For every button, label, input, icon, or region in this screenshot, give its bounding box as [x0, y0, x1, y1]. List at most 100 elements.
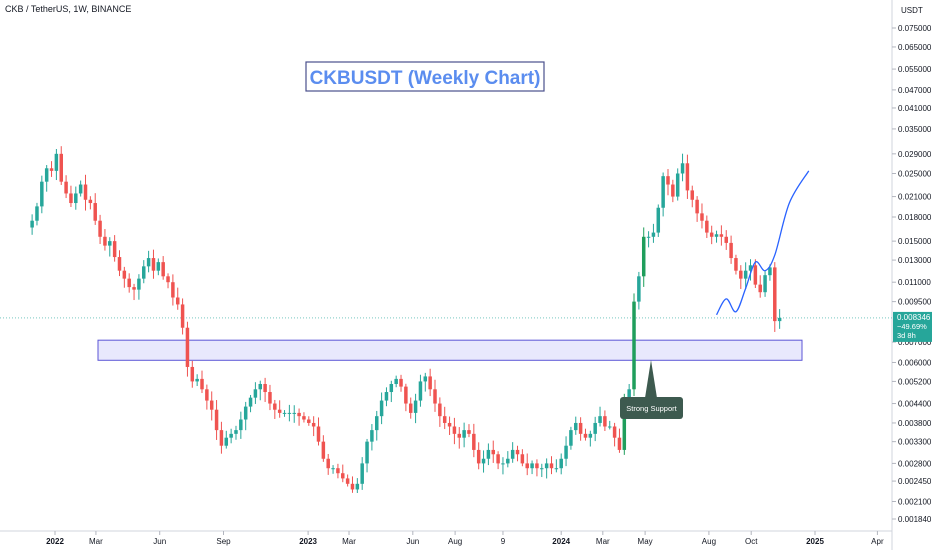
candle	[341, 473, 345, 479]
y-tick-label: 0.025000	[898, 169, 932, 178]
candle	[166, 276, 170, 283]
candle	[578, 422, 583, 434]
candle	[612, 426, 617, 438]
candle	[690, 190, 695, 200]
candle	[763, 275, 767, 293]
candle	[423, 376, 428, 382]
y-tick-label: 0.011000	[898, 278, 931, 287]
x-tick-label: Oct	[745, 537, 758, 546]
candle	[239, 419, 243, 431]
candle	[501, 463, 505, 465]
candle	[457, 433, 462, 438]
x-tick-label: 2023	[299, 537, 317, 546]
candle	[603, 416, 607, 427]
candle	[316, 426, 321, 442]
candle	[122, 270, 127, 279]
candle	[224, 437, 229, 446]
y-tick-label: 0.003800	[898, 419, 932, 428]
candle	[544, 463, 549, 469]
candle	[40, 181, 44, 207]
candle	[438, 403, 442, 417]
y-tick-label: 0.035000	[898, 125, 932, 134]
candle	[321, 441, 326, 459]
candle	[379, 400, 384, 417]
candle	[277, 409, 282, 413]
support-callout-text: Strong Support	[626, 404, 677, 413]
x-tick-label: Aug	[702, 537, 716, 546]
candle	[622, 400, 627, 450]
candle	[190, 366, 195, 382]
candle	[142, 266, 146, 279]
candle	[719, 234, 724, 237]
candle	[481, 458, 486, 464]
candle	[646, 236, 651, 238]
candle	[370, 430, 374, 442]
candle	[248, 397, 253, 407]
y-tick-label: 0.015000	[898, 237, 932, 246]
y-tick-label: 0.002800	[898, 459, 932, 468]
candle	[49, 168, 54, 171]
candle	[88, 199, 93, 204]
candle	[297, 412, 301, 417]
candle	[617, 437, 622, 450]
candle	[137, 278, 141, 290]
candle	[360, 463, 364, 484]
candle	[535, 463, 539, 469]
candle	[307, 419, 311, 423]
candle	[355, 483, 360, 490]
candle	[389, 383, 394, 393]
current-price-tag-bg	[893, 311, 932, 342]
candle	[651, 232, 656, 237]
candle	[268, 392, 272, 404]
candle	[675, 173, 680, 197]
chart-title: CKBUSDT (Weekly Chart)	[305, 61, 545, 92]
candle	[462, 430, 466, 438]
x-tick-label: Mar	[596, 537, 610, 546]
x-tick-label: May	[638, 537, 653, 546]
candle	[408, 403, 413, 413]
chart-title-box	[305, 61, 545, 92]
candle	[345, 478, 350, 484]
candle	[156, 262, 161, 271]
candle	[680, 163, 685, 174]
candle	[93, 203, 97, 221]
support-callout[interactable]: Strong Support	[620, 360, 683, 419]
candle	[598, 416, 602, 423]
candle	[326, 458, 330, 469]
candle	[59, 153, 63, 182]
y-tick-label: 0.003300	[898, 438, 932, 447]
candle	[758, 284, 762, 293]
candle	[515, 449, 520, 455]
support-callout-pointer	[645, 360, 657, 398]
candle	[753, 265, 758, 285]
support-zone[interactable]	[97, 339, 803, 361]
candle	[530, 463, 534, 469]
candle	[127, 278, 131, 288]
candle	[739, 270, 743, 279]
candle	[656, 207, 661, 233]
candle	[724, 236, 728, 243]
candle	[777, 317, 782, 322]
candle	[700, 213, 704, 221]
candle	[331, 468, 335, 470]
candle	[263, 383, 267, 393]
forecast-path[interactable]	[715, 170, 810, 316]
candle	[258, 383, 263, 390]
y-tick-label: 0.001840	[898, 515, 932, 524]
candle	[632, 301, 636, 390]
candle	[583, 433, 588, 438]
candle	[413, 400, 418, 413]
candle	[549, 463, 554, 469]
y-tick-label: 0.055000	[898, 65, 932, 74]
y-tick-label: 0.007000	[898, 338, 932, 347]
candle	[496, 454, 500, 464]
candle	[506, 458, 510, 464]
candle	[404, 386, 408, 404]
candle	[491, 449, 495, 455]
x-tick-label: Mar	[342, 537, 356, 546]
candle	[447, 422, 452, 427]
candle	[132, 287, 136, 290]
candle	[510, 449, 515, 459]
candle	[117, 257, 122, 271]
